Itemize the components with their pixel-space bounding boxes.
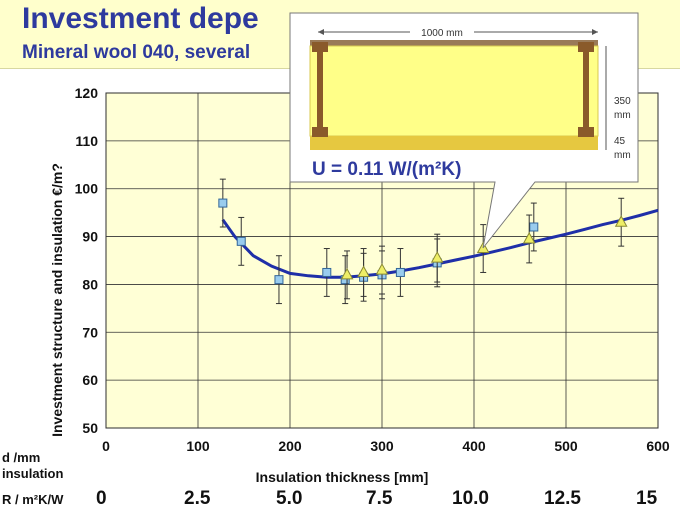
square-point	[529, 222, 539, 232]
x-tick-label: 0	[102, 438, 110, 454]
y-axis-title: Investment structure and insulation €/m?	[49, 163, 65, 437]
triangle-point	[614, 215, 628, 227]
callout: 1000 mm 350 mm 45 mm U = 0.11 W/(m²K)	[289, 12, 639, 249]
x-axis-title: Insulation thickness [mm]	[256, 469, 429, 485]
r-value-5: 12.5	[544, 488, 581, 509]
triangle-point	[430, 251, 444, 263]
r-value-label: R / m²K/W	[2, 492, 64, 507]
x-tick-label: 500	[554, 438, 578, 454]
x-tick-label: 200	[278, 438, 302, 454]
square-point	[395, 267, 405, 277]
u-value-label: U = 0.11 W/(m²K)	[312, 159, 461, 180]
stud-right-top	[578, 42, 594, 52]
stud-right-web	[583, 52, 589, 128]
r-value-1: 2.5	[184, 488, 211, 509]
y-tick-labels: 50 60 70 80 90 100 110 120	[75, 85, 99, 436]
r-value-2: 5.0	[276, 488, 303, 509]
insulation-fill	[309, 45, 599, 137]
triangle-point	[375, 263, 389, 275]
y-tick-label: 90	[82, 229, 98, 245]
triangle-point	[340, 267, 354, 280]
square-point	[218, 198, 228, 208]
insulation-label: insulation	[2, 466, 64, 481]
x-tick-labels: 0 100 200 300 400 500 600	[102, 438, 670, 454]
dim1-value: 350	[614, 96, 631, 107]
width-label-bg	[410, 26, 474, 38]
wall-section-drawing: 1000 mm 350 mm 45 mm	[309, 26, 631, 161]
triangle-point	[522, 231, 536, 244]
d-mm-label: d /mm	[2, 450, 41, 465]
y-tick-label: 110	[75, 133, 98, 149]
x-tick-label: 400	[462, 438, 486, 454]
dim2-value: 45	[614, 136, 626, 147]
stud-left-bottom	[312, 127, 328, 137]
y-tick-label: 60	[82, 372, 98, 388]
slide-subtitle: Mineral wool 040, several	[22, 42, 251, 63]
r-value-3: 7.5	[366, 488, 393, 509]
y-tick-label: 70	[82, 324, 98, 340]
dim1-unit: mm	[614, 110, 631, 121]
stud-right-bottom	[578, 127, 594, 137]
r-value-6: 15	[636, 488, 658, 509]
x-tick-label: 100	[186, 438, 210, 454]
square-point	[274, 275, 284, 285]
y-tick-label: 100	[75, 181, 99, 197]
data-points	[218, 178, 628, 305]
r-value-4: 10.0	[452, 488, 489, 509]
triangle-point	[357, 265, 370, 277]
stud-left-web	[317, 52, 323, 128]
width-label: 1000 mm	[421, 28, 463, 39]
top-board	[310, 40, 598, 46]
x-tick-label: 300	[370, 438, 394, 454]
square-point	[236, 236, 246, 246]
y-tick-label: 50	[82, 420, 98, 436]
x-tick-label: 600	[646, 438, 670, 454]
square-point	[322, 267, 332, 277]
dim2-unit: mm	[614, 150, 631, 161]
y-tick-label: 80	[82, 276, 98, 292]
stud-left-top	[312, 42, 328, 52]
y-tick-label: 120	[75, 85, 99, 101]
bottom-insulation	[310, 136, 598, 150]
r-value-0: 0	[96, 488, 107, 509]
arrow-right-icon	[592, 29, 598, 35]
arrow-left-icon	[318, 29, 324, 35]
slide-title: Investment depe	[22, 2, 259, 35]
